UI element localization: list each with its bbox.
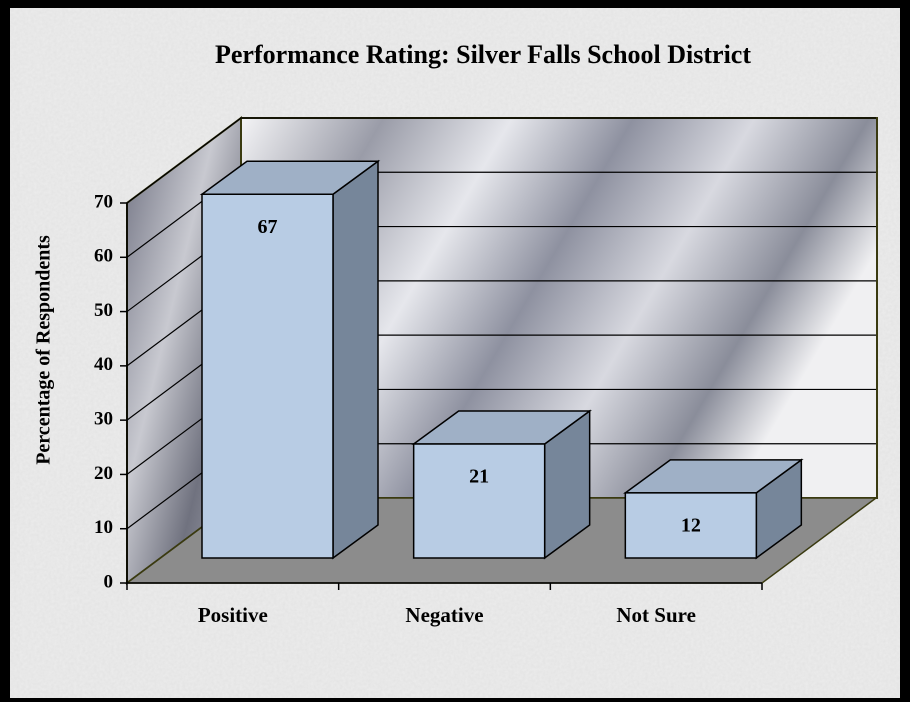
y-tick-label: 70 <box>94 191 113 212</box>
x-tick-label: Not Sure <box>616 603 696 627</box>
bar <box>199 159 381 560</box>
y-tick-label: 40 <box>94 354 113 375</box>
bar-front <box>412 443 546 559</box>
y-tick-label: 60 <box>94 246 113 267</box>
x-tick-label: Negative <box>405 603 483 627</box>
value-label: 67 <box>258 216 278 238</box>
y-tick-label: 50 <box>94 300 113 321</box>
y-tick-label: 20 <box>94 463 113 484</box>
value-label: 12 <box>681 514 701 536</box>
bar <box>411 409 592 560</box>
value-label: 21 <box>469 466 489 488</box>
bar-side <box>332 159 379 560</box>
bar-front <box>624 492 758 559</box>
bar <box>623 458 804 560</box>
y-tick-label: 30 <box>94 409 113 430</box>
y-tick-label: 0 <box>104 571 114 592</box>
y-tick-label: 10 <box>94 517 113 538</box>
x-tick-label: Positive <box>198 603 268 627</box>
grid-line <box>126 117 242 204</box>
chart-title: Performance Rating: Silver Falls School … <box>215 40 751 69</box>
y-axis-label: Percentage of Respondents <box>33 235 55 465</box>
bar-front <box>201 193 334 559</box>
